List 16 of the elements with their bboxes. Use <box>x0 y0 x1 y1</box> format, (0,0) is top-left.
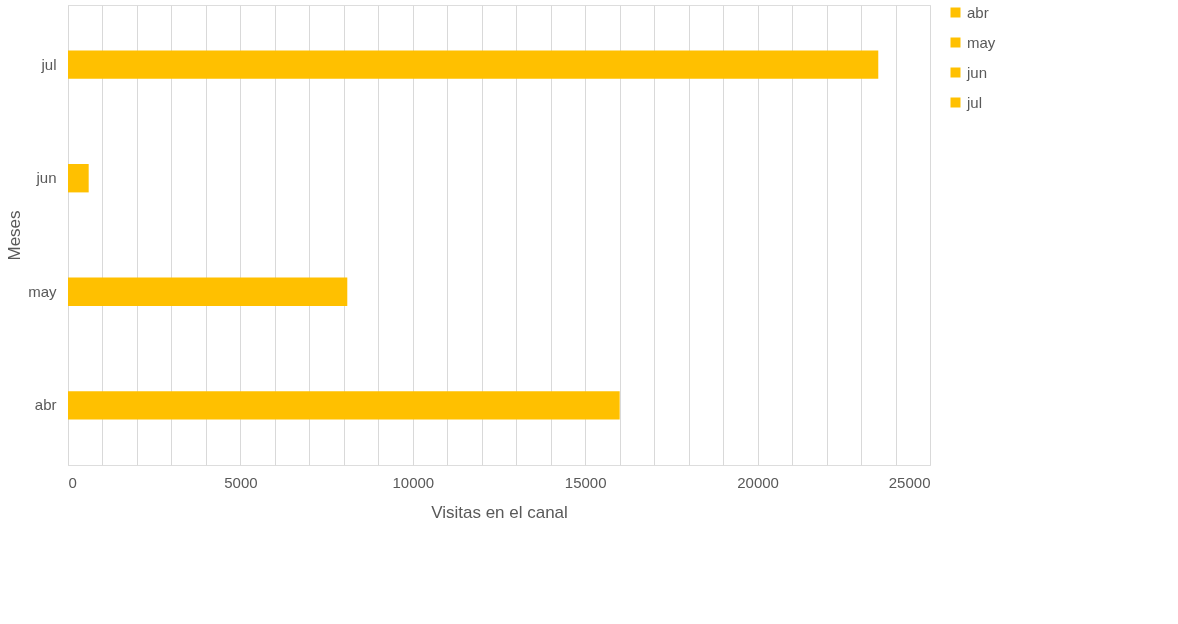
x-tick-label: 15000 <box>564 473 607 491</box>
x-axis-title: Visitas en el canal <box>431 502 568 522</box>
x-tick-label: 10000 <box>392 473 435 491</box>
legend-label: may <box>967 33 996 51</box>
x-tick-label: 20000 <box>737 473 779 491</box>
y-axis-title: Meses <box>5 210 25 261</box>
legend-label: jun <box>966 63 988 81</box>
legend-label: abr <box>967 3 989 21</box>
x-tick-label: 25000 <box>888 473 931 491</box>
y-tick-label: jul <box>40 55 57 73</box>
x-tick-label: 0 <box>68 473 77 491</box>
y-tick-label: abr <box>34 396 57 414</box>
y-tick-label: may <box>28 282 57 300</box>
legend-label: jul <box>966 93 983 111</box>
y-tick-label: jun <box>35 169 57 187</box>
x-tick-label: 5000 <box>224 473 258 491</box>
